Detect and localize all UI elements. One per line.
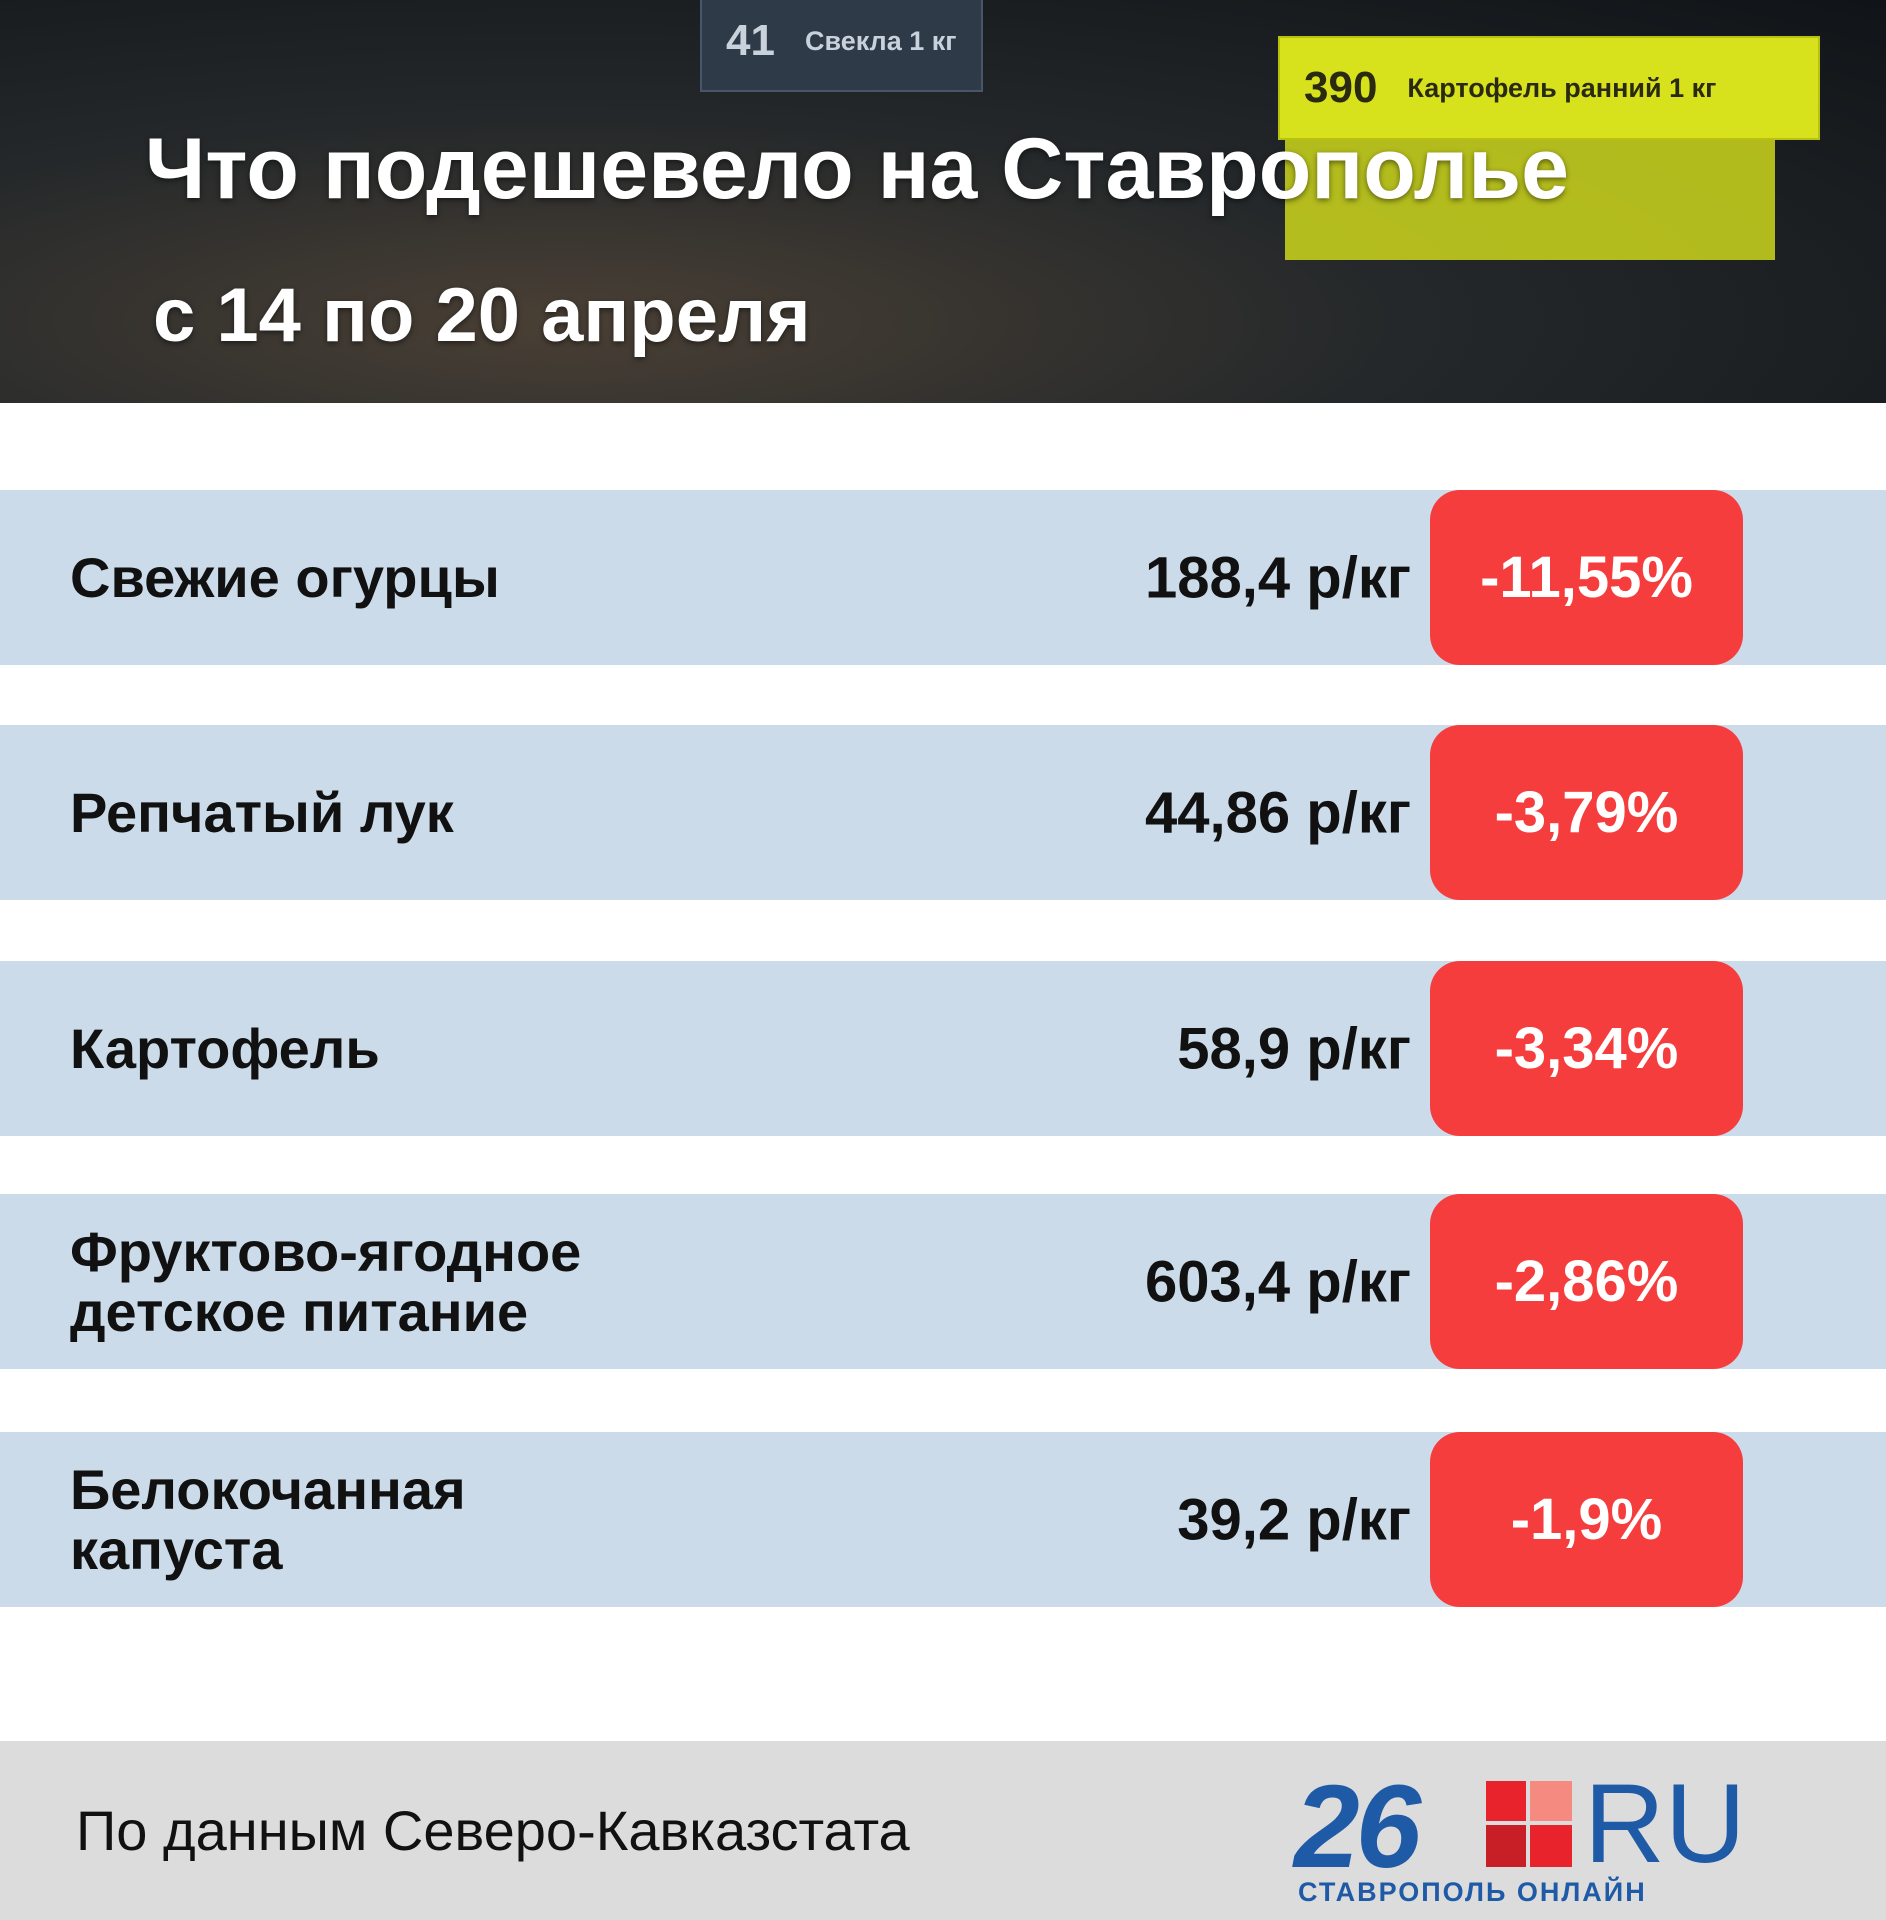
- price-change: -2,86%: [1430, 1194, 1743, 1369]
- logo-tagline: СТАВРОПОЛЬ ОНЛАЙН: [1298, 1877, 1647, 1907]
- title: Что подешевело на Ставрополье: [145, 121, 1569, 217]
- logo-suffix: RU: [1584, 1761, 1746, 1886]
- price-change: -1,9%: [1430, 1432, 1743, 1607]
- footer: По данным Северо-Кавказстата 26 RU СТАВР…: [0, 1741, 1886, 1920]
- tag-label: Свекла 1 кг: [804, 25, 957, 56]
- product-name: Репчатый лук: [70, 780, 454, 844]
- table-row: Картофель 58,9 р/кг -3,34%: [0, 961, 1886, 1136]
- photo-tag: 390 Картофель ранний 1 кг: [1278, 36, 1820, 140]
- tag-label: Картофель ранний 1 кг: [1407, 72, 1717, 103]
- photo-tag: 41 Свекла 1 кг: [700, 0, 983, 92]
- product-price: 44,86 р/кг: [1145, 780, 1411, 845]
- logo-number: 26: [1294, 1761, 1421, 1893]
- price-change: -3,34%: [1430, 961, 1743, 1136]
- table-row: Репчатый лук 44,86 р/кг -3,79%: [0, 725, 1886, 900]
- product-name: Картофель: [70, 1016, 380, 1080]
- tag-number: 390: [1304, 63, 1378, 112]
- price-change: -11,55%: [1430, 490, 1743, 665]
- header: 41 Свекла 1 кг 390 Картофель ранний 1 кг…: [0, 0, 1886, 403]
- source: По данным Северо-Кавказстата: [76, 1799, 910, 1862]
- photo-tag-lower: [1285, 140, 1775, 260]
- product-price: 39,2 р/кг: [1177, 1487, 1411, 1552]
- subtitle: с 14 по 20 апреля: [153, 273, 811, 358]
- product-name: Белокочанная капуста: [70, 1457, 466, 1581]
- table-row: Свежие огурцы 188,4 р/кг -11,55%: [0, 490, 1886, 665]
- tag-number: 41: [726, 16, 775, 65]
- product-price: 603,4 р/кг: [1145, 1249, 1411, 1314]
- product-price: 188,4 р/кг: [1145, 545, 1411, 610]
- table-row: Белокочанная капуста 39,2 р/кг -1,9%: [0, 1432, 1886, 1607]
- table-row: Фруктово-ягодное детское питание 603,4 р/…: [0, 1194, 1886, 1369]
- product-name: Свежие огурцы: [70, 545, 500, 609]
- logo-icon: [1486, 1781, 1572, 1867]
- product-price: 58,9 р/кг: [1177, 1016, 1411, 1081]
- product-name: Фруктово-ягодное детское питание: [70, 1219, 582, 1343]
- price-change: -3,79%: [1430, 725, 1743, 900]
